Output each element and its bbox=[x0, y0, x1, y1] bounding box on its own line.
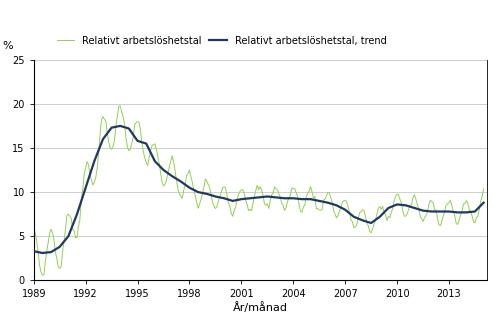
Relativt arbetslöshetstal, trend bbox=[40, 251, 45, 255]
Relativt arbetslöshetstal bbox=[452, 213, 458, 217]
Relativt arbetslöshetstal, trend bbox=[481, 201, 487, 204]
Relativt arbetslöshetstal bbox=[481, 187, 487, 191]
X-axis label: År/månad: År/månad bbox=[233, 302, 288, 313]
Relativt arbetslöshetstal bbox=[349, 220, 355, 224]
Relativt arbetslöshetstal, trend bbox=[31, 249, 37, 253]
Relativt arbetslöshetstal bbox=[31, 224, 37, 228]
Relativt arbetslöshetstal bbox=[45, 241, 51, 244]
Relativt arbetslöshetstal bbox=[387, 216, 393, 220]
Relativt arbetslöshetstal, trend bbox=[349, 214, 355, 218]
Line: Relativt arbetslöshetstal, trend: Relativt arbetslöshetstal, trend bbox=[34, 126, 484, 253]
Relativt arbetslöshetstal bbox=[176, 191, 182, 195]
Legend: Relativt arbetslöshetstal, Relativt arbetslöshetstal, trend: Relativt arbetslöshetstal, Relativt arbe… bbox=[57, 36, 386, 46]
Relativt arbetslöshetstal, trend bbox=[117, 124, 123, 128]
Text: %: % bbox=[2, 41, 13, 51]
Relativt arbetslöshetstal, trend bbox=[45, 251, 51, 254]
Relativt arbetslöshetstal, trend bbox=[176, 179, 182, 182]
Relativt arbetslöshetstal bbox=[155, 154, 161, 158]
Relativt arbetslöshetstal bbox=[40, 273, 45, 277]
Relativt arbetslöshetstal, trend bbox=[452, 210, 458, 214]
Relativt arbetslöshetstal, trend bbox=[387, 205, 393, 209]
Relativt arbetslöshetstal, trend bbox=[155, 162, 161, 166]
Line: Relativt arbetslöshetstal: Relativt arbetslöshetstal bbox=[34, 106, 484, 275]
Relativt arbetslöshetstal bbox=[117, 104, 123, 108]
